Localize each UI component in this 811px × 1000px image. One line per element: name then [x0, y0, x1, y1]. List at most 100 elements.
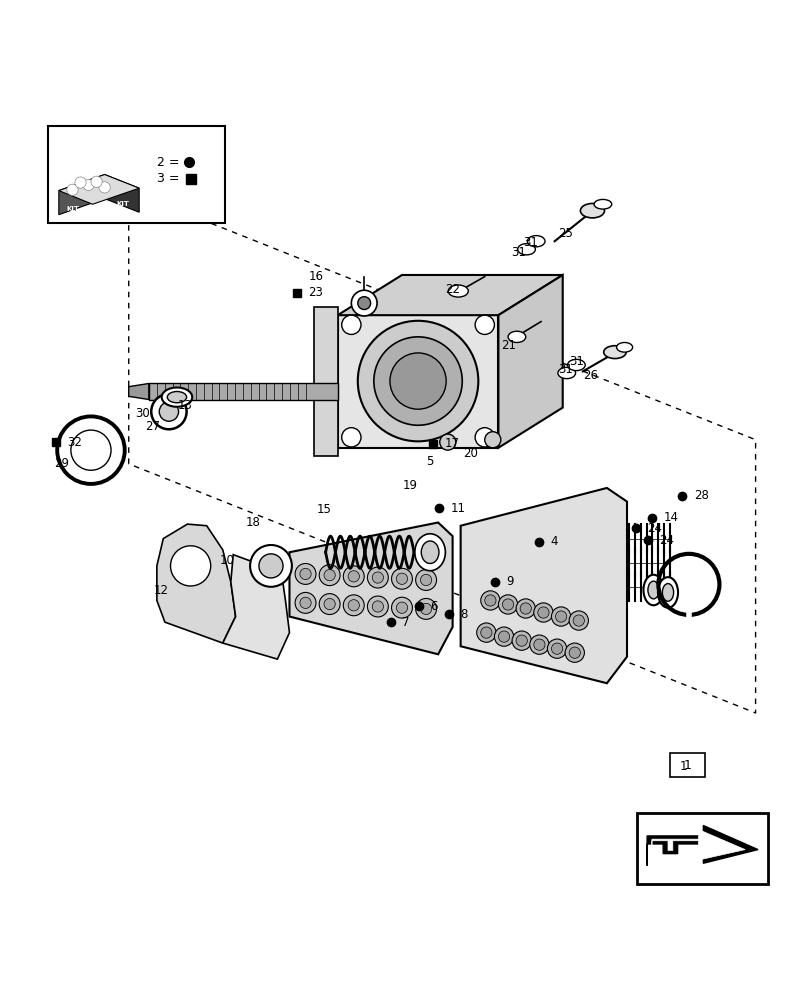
- Circle shape: [529, 635, 548, 654]
- Polygon shape: [58, 175, 105, 215]
- Circle shape: [343, 566, 364, 587]
- Polygon shape: [105, 175, 139, 212]
- Circle shape: [573, 615, 584, 626]
- Circle shape: [547, 639, 566, 658]
- Circle shape: [551, 643, 562, 654]
- Text: 2 =: 2 =: [157, 156, 179, 169]
- Circle shape: [484, 595, 496, 606]
- Polygon shape: [58, 175, 139, 204]
- Polygon shape: [337, 275, 562, 315]
- Circle shape: [516, 635, 526, 646]
- Text: 1: 1: [679, 760, 686, 773]
- Text: 31: 31: [557, 363, 572, 376]
- Text: 5: 5: [426, 455, 433, 468]
- Circle shape: [159, 402, 178, 421]
- Polygon shape: [337, 315, 498, 448]
- Text: 8: 8: [460, 608, 467, 621]
- Circle shape: [498, 631, 509, 642]
- Ellipse shape: [526, 236, 544, 247]
- Circle shape: [351, 290, 376, 316]
- Circle shape: [358, 321, 478, 441]
- Circle shape: [512, 631, 530, 650]
- Circle shape: [343, 595, 364, 616]
- Circle shape: [341, 315, 361, 334]
- Circle shape: [420, 574, 431, 586]
- Polygon shape: [157, 524, 235, 643]
- Ellipse shape: [557, 367, 575, 379]
- Circle shape: [520, 603, 530, 614]
- Circle shape: [324, 570, 335, 581]
- Text: 6: 6: [430, 600, 437, 613]
- Circle shape: [474, 315, 494, 334]
- Polygon shape: [129, 383, 148, 400]
- Polygon shape: [313, 307, 337, 456]
- Circle shape: [367, 567, 388, 588]
- Circle shape: [551, 607, 570, 626]
- Circle shape: [71, 430, 111, 470]
- Polygon shape: [460, 488, 626, 683]
- Text: 10: 10: [220, 554, 234, 567]
- Text: 14: 14: [663, 511, 677, 524]
- Ellipse shape: [567, 359, 585, 371]
- Circle shape: [99, 182, 110, 193]
- Circle shape: [250, 545, 291, 587]
- Circle shape: [502, 599, 513, 610]
- Text: 4: 4: [550, 535, 557, 548]
- Circle shape: [415, 570, 436, 590]
- Text: 20: 20: [462, 447, 477, 460]
- Polygon shape: [651, 830, 744, 861]
- Circle shape: [151, 394, 187, 429]
- Circle shape: [371, 601, 383, 612]
- Circle shape: [341, 428, 361, 447]
- Text: 32: 32: [67, 436, 82, 449]
- Circle shape: [420, 603, 431, 615]
- Circle shape: [474, 428, 494, 447]
- Circle shape: [299, 568, 311, 580]
- Text: 24: 24: [659, 534, 673, 547]
- Text: 12: 12: [153, 584, 168, 597]
- Bar: [669, 753, 704, 777]
- Text: 22: 22: [444, 283, 460, 296]
- Text: 1: 1: [683, 759, 690, 772]
- Circle shape: [319, 565, 340, 586]
- Circle shape: [67, 184, 78, 195]
- Text: 26: 26: [582, 369, 598, 382]
- Circle shape: [533, 639, 544, 650]
- Polygon shape: [148, 383, 337, 400]
- Circle shape: [480, 591, 500, 610]
- Circle shape: [391, 597, 412, 618]
- Text: KIT: KIT: [66, 206, 79, 212]
- Ellipse shape: [657, 577, 677, 608]
- Polygon shape: [498, 275, 562, 448]
- Text: 29: 29: [54, 457, 70, 470]
- Text: 21: 21: [500, 339, 516, 352]
- Circle shape: [348, 600, 359, 611]
- Circle shape: [396, 602, 407, 613]
- Circle shape: [371, 572, 383, 583]
- Circle shape: [358, 297, 370, 310]
- Text: 24: 24: [646, 522, 661, 535]
- Ellipse shape: [161, 387, 192, 407]
- Circle shape: [516, 599, 534, 618]
- Polygon shape: [646, 825, 757, 866]
- Circle shape: [373, 337, 461, 425]
- Circle shape: [259, 554, 283, 578]
- Text: 31: 31: [569, 355, 583, 368]
- Circle shape: [324, 598, 335, 610]
- Text: 31: 31: [522, 236, 538, 249]
- Bar: [49, 126, 225, 223]
- Circle shape: [389, 353, 445, 409]
- Ellipse shape: [414, 534, 444, 571]
- Circle shape: [391, 568, 412, 589]
- Text: 19: 19: [402, 479, 417, 492]
- Ellipse shape: [508, 331, 525, 342]
- Circle shape: [569, 611, 588, 630]
- Circle shape: [476, 623, 496, 642]
- Text: 7: 7: [401, 616, 409, 629]
- Text: 30: 30: [135, 407, 149, 420]
- Ellipse shape: [616, 342, 632, 352]
- Circle shape: [319, 594, 340, 615]
- Circle shape: [294, 592, 315, 613]
- Ellipse shape: [603, 346, 625, 359]
- Circle shape: [348, 571, 359, 582]
